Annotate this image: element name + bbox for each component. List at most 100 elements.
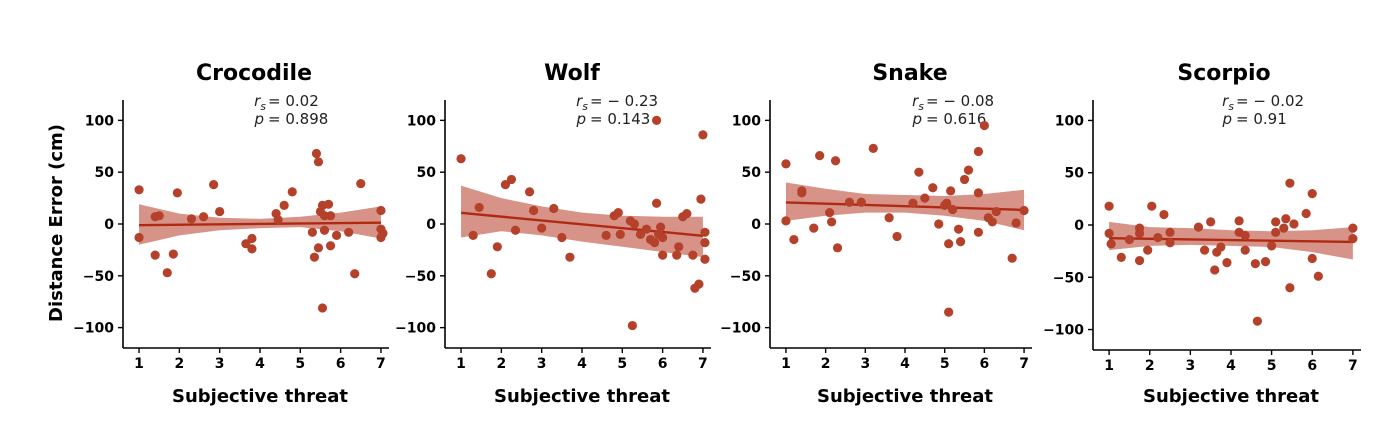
data-point	[953, 224, 964, 234]
data-point	[1252, 316, 1262, 326]
x-tick-label: 2	[174, 356, 184, 372]
data-point	[537, 223, 547, 233]
data-point	[1240, 230, 1250, 241]
data-point	[510, 225, 521, 235]
data-point	[1289, 219, 1299, 229]
y-tick-label: −100	[1043, 323, 1084, 339]
data-point	[1206, 217, 1216, 227]
stat-p-value: = 0.143	[590, 110, 650, 128]
y-tick-label: −50	[83, 269, 114, 285]
data-point	[154, 211, 164, 221]
data-point	[1147, 201, 1157, 211]
y-tick-label: −100	[395, 321, 436, 337]
data-point	[944, 307, 954, 317]
x-tick-label: 7	[698, 356, 708, 372]
data-point	[1104, 228, 1114, 238]
data-point	[344, 227, 354, 237]
data-point	[1281, 214, 1291, 224]
data-point	[815, 151, 825, 161]
data-point	[376, 205, 386, 216]
data-point	[1260, 256, 1271, 267]
data-point	[506, 174, 517, 185]
y-tick-label: 100	[85, 113, 114, 129]
data-point	[168, 249, 178, 259]
x-tick-label: 2	[821, 356, 831, 372]
data-point	[651, 198, 662, 208]
data-point	[1271, 217, 1281, 227]
data-point	[615, 229, 625, 239]
x-axis-title: Subjective threat	[1143, 386, 1319, 407]
data-point	[325, 211, 336, 221]
x-tick-label: 4	[255, 356, 265, 372]
x-axis-title: Subjective threat	[494, 386, 670, 407]
data-point	[928, 183, 938, 193]
x-tick-label: 7	[376, 356, 386, 372]
data-point	[350, 269, 360, 279]
data-point	[1279, 223, 1289, 233]
data-point	[186, 214, 197, 224]
data-point	[920, 193, 930, 203]
stat-r-value: = − 0.08	[926, 92, 994, 110]
stat-p-label: p	[253, 110, 264, 128]
data-point	[247, 244, 257, 254]
data-point	[1143, 245, 1153, 255]
x-tick-label: 1	[781, 356, 791, 372]
data-point	[908, 198, 918, 208]
data-point	[1307, 253, 1317, 264]
confidence-band	[461, 185, 703, 258]
data-point	[331, 230, 342, 240]
y-tick-label: 50	[95, 165, 115, 181]
data-point	[529, 205, 539, 216]
data-point	[1222, 258, 1232, 268]
data-point	[832, 243, 843, 253]
data-point	[1104, 201, 1114, 211]
stat-r-value: = 0.02	[268, 92, 319, 110]
data-point	[649, 238, 660, 248]
data-point	[601, 230, 611, 240]
y-tick-label: 0	[751, 217, 761, 233]
x-tick-label: 7	[1348, 358, 1358, 374]
data-point	[209, 180, 219, 190]
x-tick-label: 6	[980, 356, 990, 372]
x-tick-label: 5	[617, 356, 627, 372]
data-point	[826, 217, 837, 227]
x-axis-title: Subjective threat	[817, 386, 993, 407]
x-tick-label: 5	[295, 356, 305, 372]
data-point	[635, 229, 646, 239]
data-point	[959, 174, 970, 185]
y-tick-label: −50	[405, 269, 436, 285]
data-point	[651, 115, 662, 125]
data-point	[688, 250, 698, 260]
data-point	[844, 197, 855, 207]
data-point	[1271, 227, 1281, 237]
data-point	[486, 269, 496, 279]
data-point	[557, 232, 567, 243]
stat-p-label: p	[911, 110, 922, 128]
data-point	[150, 250, 160, 260]
data-point	[674, 242, 684, 252]
regression-line	[460, 211, 704, 238]
data-point	[247, 233, 257, 244]
data-point	[1019, 205, 1029, 216]
x-tick-label: 6	[658, 356, 668, 372]
x-tick-label: 5	[940, 356, 950, 372]
data-point	[1348, 233, 1358, 244]
x-axis-title: Subjective threat	[172, 386, 348, 407]
y-tick-label: −50	[1053, 270, 1084, 286]
data-point	[1011, 218, 1021, 228]
data-point	[789, 234, 799, 245]
data-point	[781, 216, 791, 226]
y-tick-label: 50	[742, 165, 762, 181]
stat-r-label: rs	[576, 92, 588, 113]
data-point	[1348, 223, 1358, 233]
data-point	[1216, 242, 1226, 252]
data-point	[979, 120, 989, 131]
x-tick-label: 5	[1267, 358, 1277, 374]
data-point	[830, 156, 841, 166]
stat-r-value: = − 0.23	[590, 92, 658, 110]
y-tick-label: 0	[1074, 218, 1084, 234]
data-point	[627, 320, 637, 331]
y-tick-label: −100	[720, 321, 761, 337]
data-point	[991, 206, 1001, 217]
data-point	[973, 146, 984, 157]
